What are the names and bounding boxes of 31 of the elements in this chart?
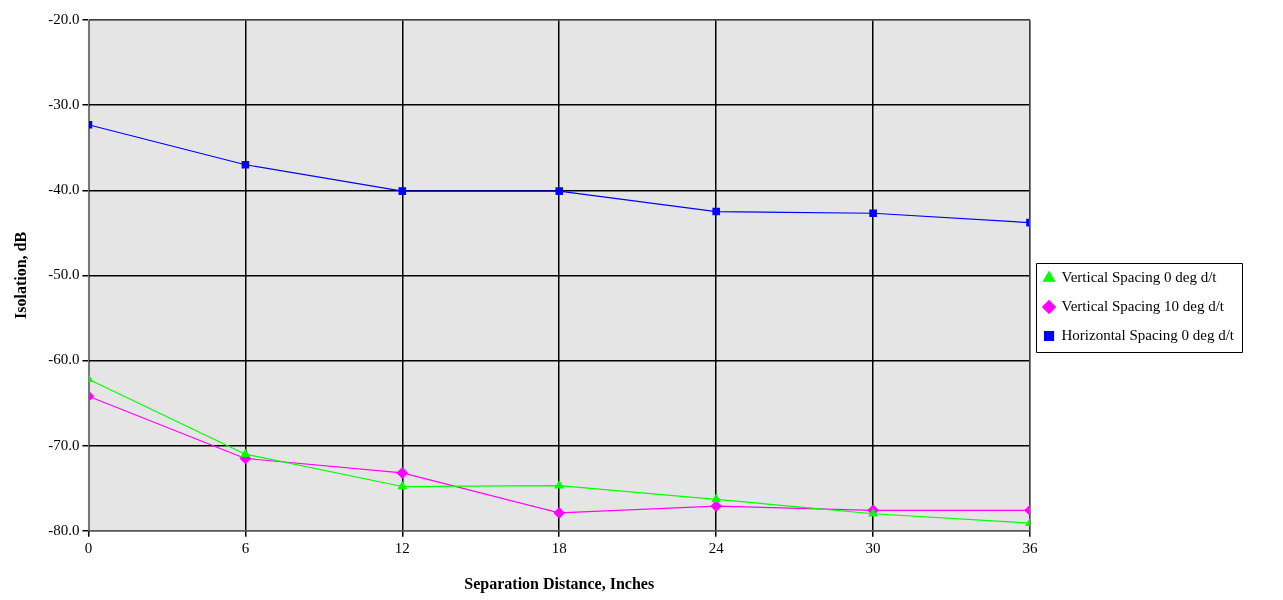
x-axis-title: Separation Distance, Inches — [464, 574, 655, 593]
y-tick-label: -70.0 — [48, 436, 80, 453]
point — [554, 480, 564, 489]
point — [711, 494, 721, 503]
x-tick-label: 30 — [865, 539, 881, 556]
legend-label: Vertical Spacing 0 deg d/t — [1061, 268, 1218, 285]
x-tick-label: 6 — [241, 539, 250, 556]
legend-label: Horizontal Spacing 0 deg d/t — [1061, 326, 1235, 343]
x-tick-label: 36 — [1022, 539, 1039, 556]
point — [868, 508, 878, 517]
y-tick-label: -40.0 — [48, 181, 80, 198]
point — [396, 467, 408, 479]
point — [869, 209, 877, 218]
x-tick-label: 24 — [708, 539, 725, 556]
y-tick-label: -30.0 — [48, 96, 80, 113]
y-tick-label: -80.0 — [48, 521, 80, 538]
point — [397, 481, 407, 490]
point — [555, 187, 564, 195]
point — [241, 160, 250, 169]
legend-label: Vertical Spacing 10 deg d/t — [1061, 297, 1225, 314]
x-tick-label: 0 — [84, 539, 93, 556]
x-tick-label: 18 — [551, 539, 567, 556]
point — [240, 449, 250, 458]
point — [553, 507, 565, 519]
y-tick-label: -20.0 — [48, 10, 80, 27]
point — [398, 187, 407, 195]
point — [712, 207, 720, 216]
y-tick-label: -50.0 — [48, 266, 80, 283]
y-tick-label: -60.0 — [48, 351, 80, 368]
y-axis-title: Isolation, dB — [11, 231, 29, 319]
x-tick-label: 12 — [394, 539, 410, 556]
